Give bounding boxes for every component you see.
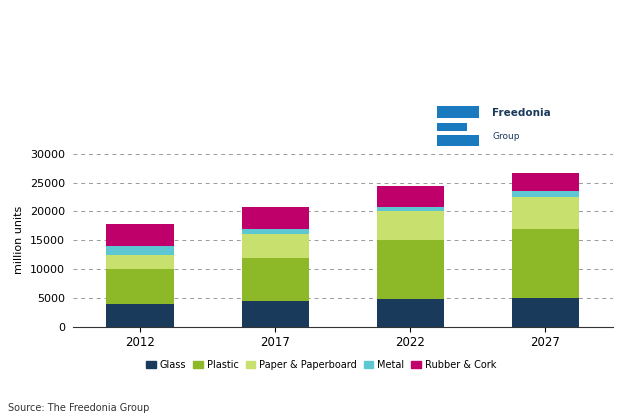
Bar	[512, 197, 580, 229]
Y-axis label: million units: million units	[15, 206, 25, 275]
Bar	[377, 211, 444, 240]
Bar	[241, 235, 309, 258]
Bar	[512, 173, 580, 191]
Bar	[106, 224, 174, 246]
Bar	[241, 208, 309, 229]
Bar	[377, 299, 444, 327]
Text: Wine & Wine Beverage Packaging Demand by Material,: Wine & Wine Beverage Packaging Demand by…	[8, 27, 353, 37]
Bar	[106, 304, 174, 327]
Bar	[512, 191, 580, 197]
Text: Group: Group	[492, 132, 520, 141]
Text: Source: The Freedonia Group: Source: The Freedonia Group	[8, 403, 149, 413]
Bar	[377, 208, 444, 211]
Bar	[241, 229, 309, 235]
Bar	[106, 269, 174, 304]
Bar	[241, 301, 309, 327]
Bar	[437, 106, 479, 118]
Text: Figure 3-3.: Figure 3-3.	[8, 6, 76, 16]
Bar	[377, 240, 444, 299]
Bar	[106, 246, 174, 255]
Bar	[512, 298, 580, 327]
Bar	[512, 229, 580, 298]
Bar	[106, 255, 174, 269]
Text: (million units): (million units)	[8, 70, 95, 80]
Text: 2012, 2017, 2022, & 2027: 2012, 2017, 2022, & 2027	[8, 48, 169, 58]
Bar	[437, 134, 479, 146]
Bar	[437, 123, 468, 131]
Legend: Glass, Plastic, Paper & Paperboard, Metal, Rubber & Cork: Glass, Plastic, Paper & Paperboard, Meta…	[146, 360, 496, 370]
Bar	[241, 258, 309, 301]
Bar	[377, 186, 444, 208]
Text: Freedonia: Freedonia	[492, 108, 551, 118]
